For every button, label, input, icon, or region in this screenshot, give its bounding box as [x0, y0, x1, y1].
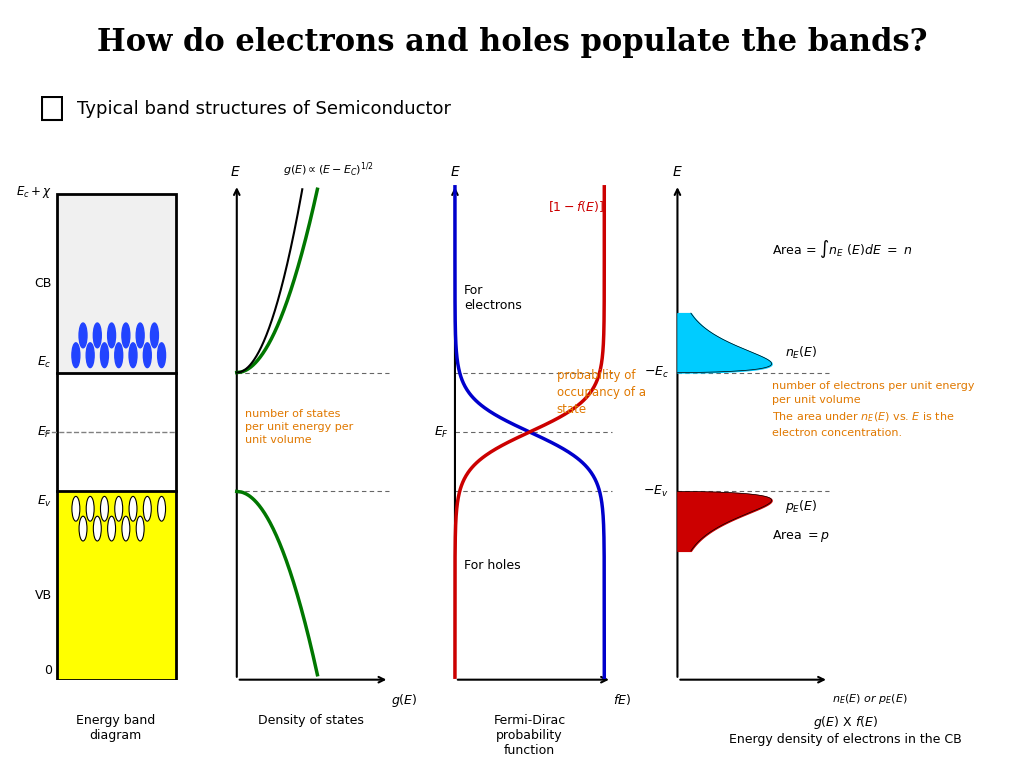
Bar	[57, 492, 176, 680]
Text: number of electrons per unit energy
per unit volume
The area under $n_E(E)$ vs. : number of electrons per unit energy per …	[772, 382, 974, 438]
Text: $E_F$: $E_F$	[434, 425, 449, 439]
Text: Energy band
diagram: Energy band diagram	[76, 714, 156, 743]
Circle shape	[108, 516, 116, 541]
Bar	[57, 194, 176, 680]
Text: $E$: $E$	[672, 165, 683, 180]
Text: $E$: $E$	[229, 165, 241, 180]
Text: For holes: For holes	[464, 559, 520, 572]
Text: How do electrons and holes populate the bands?: How do electrons and holes populate the …	[96, 27, 928, 58]
Text: $-E_v$: $-E_v$	[643, 484, 669, 499]
Text: $E_c$: $E_c$	[38, 355, 52, 370]
Circle shape	[158, 496, 166, 521]
Text: $g(E) \propto (E-E_C)^{1/2}$: $g(E) \propto (E-E_C)^{1/2}$	[284, 161, 374, 180]
Text: 0: 0	[44, 664, 52, 677]
Circle shape	[158, 343, 166, 368]
Circle shape	[115, 496, 123, 521]
Text: For
electrons: For electrons	[464, 284, 521, 313]
Text: $p_E(E)$: $p_E(E)$	[785, 498, 817, 515]
Circle shape	[129, 343, 137, 368]
Circle shape	[86, 496, 94, 521]
Text: $E_v$: $E_v$	[37, 494, 52, 509]
Circle shape	[129, 496, 137, 521]
Text: $E_F$: $E_F$	[37, 425, 52, 439]
Circle shape	[79, 516, 87, 541]
Text: Fermi-Dirac
probability
function: Fermi-Dirac probability function	[494, 714, 565, 757]
Circle shape	[100, 343, 109, 368]
Circle shape	[143, 343, 152, 368]
Text: VB: VB	[35, 589, 52, 602]
Circle shape	[93, 323, 101, 348]
Circle shape	[79, 323, 87, 348]
Text: $-E_c$: $-E_c$	[644, 365, 669, 380]
Text: Area $= p$: Area $= p$	[772, 528, 829, 544]
Circle shape	[143, 496, 152, 521]
Text: probability of
occupancy of a
state: probability of occupancy of a state	[556, 369, 645, 415]
Text: $n_E(E)$: $n_E(E)$	[785, 345, 817, 361]
Text: Typical band structures of Semiconductor: Typical band structures of Semiconductor	[77, 100, 451, 118]
Circle shape	[108, 323, 116, 348]
Circle shape	[93, 516, 101, 541]
Text: Density of states: Density of states	[258, 714, 365, 727]
Bar	[57, 194, 176, 372]
Text: $E_c+\chi$: $E_c+\chi$	[16, 184, 52, 200]
Text: $g(E)$ X $f(E)$
Energy density of electrons in the CB: $g(E)$ X $f(E)$ Energy density of electr…	[729, 714, 962, 746]
Text: $n_E(E)$ or $p_E(E)$: $n_E(E)$ or $p_E(E)$	[833, 692, 907, 706]
Bar	[42, 98, 62, 121]
Circle shape	[115, 343, 123, 368]
Text: number of states
per unit energy per
unit volume: number of states per unit energy per uni…	[245, 409, 353, 445]
Circle shape	[100, 496, 109, 521]
Text: $g(E)$: $g(E)$	[391, 692, 418, 709]
Circle shape	[86, 343, 94, 368]
Circle shape	[136, 516, 144, 541]
Circle shape	[72, 343, 80, 368]
Text: Area = $\int$$n_E$ $(E)$$dE$ $=$ $n$: Area = $\int$$n_E$ $(E)$$dE$ $=$ $n$	[772, 238, 912, 260]
Text: CB: CB	[35, 277, 52, 290]
Circle shape	[151, 323, 159, 348]
Circle shape	[72, 496, 80, 521]
Text: $[1-f(E)]$: $[1-f(E)]$	[548, 199, 603, 214]
Circle shape	[136, 323, 144, 348]
Text: $fE)$: $fE)$	[613, 692, 632, 707]
Text: $E$: $E$	[450, 165, 461, 180]
Circle shape	[122, 323, 130, 348]
Circle shape	[122, 516, 130, 541]
